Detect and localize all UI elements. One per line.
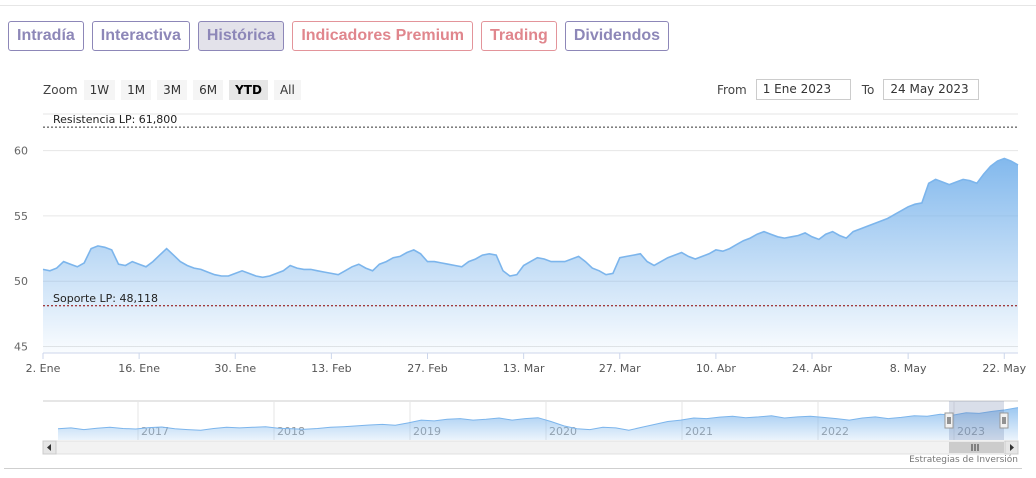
y-tick-label: 50 <box>14 275 28 288</box>
tab-historica[interactable]: Histórica <box>197 21 285 51</box>
x-tick-label: 16. Ene <box>118 362 160 375</box>
resistance-label: Resistencia LP: 61,800 <box>53 113 177 126</box>
navigator-left-handle[interactable] <box>944 412 954 429</box>
chart-tabs: Intradía Interactiva Histórica Indicador… <box>8 21 670 51</box>
price-area <box>43 158 1018 353</box>
x-tick-label: 30. Ene <box>214 362 256 375</box>
zoom-1m-button[interactable]: 1M <box>121 80 152 100</box>
arrow-left-icon <box>47 444 51 451</box>
navigator-area <box>58 407 1018 440</box>
navigator-year-label: 2017 <box>141 425 169 438</box>
navigator-line <box>57 407 1019 431</box>
navigator-right-handle[interactable] <box>999 412 1009 429</box>
chart-credits[interactable]: Estrategias de Inversión <box>909 455 1018 465</box>
x-tick-label: 24. Abr <box>792 362 832 375</box>
handle-body <box>999 412 1009 429</box>
y-tick-label: 55 <box>14 210 28 223</box>
zoom-3m-button[interactable]: 3M <box>157 80 188 100</box>
navigator-selection <box>949 401 1004 440</box>
x-tick-label: 22. May <box>982 362 1026 375</box>
navigator-year-label: 2023 <box>957 425 985 438</box>
x-tick-label: 13. Feb <box>311 362 351 375</box>
price-line <box>42 157 1019 279</box>
date-range: From 1 Ene 2023 To 24 May 2023 <box>717 79 980 100</box>
navigator-year-label: 2019 <box>413 425 441 438</box>
scrollbar-right-button[interactable] <box>1004 440 1019 455</box>
x-tick-label: 27. Feb <box>407 362 447 375</box>
y-tick-label: 60 <box>14 145 28 158</box>
navigator-year-label: 2018 <box>277 425 305 438</box>
zoom-ytd-button[interactable]: YTD <box>229 80 268 100</box>
from-label: From <box>717 82 747 97</box>
tab-trading[interactable]: Trading <box>481 21 557 51</box>
to-label: To <box>861 82 875 97</box>
arrow-right-icon <box>1010 444 1014 451</box>
scrollbar-left-button[interactable] <box>42 440 57 455</box>
support-label: Soporte LP: 48,118 <box>53 292 158 305</box>
x-tick-label: 2. Ene <box>26 362 61 375</box>
navigator-year-label: 2021 <box>685 425 713 438</box>
tab-intradia[interactable]: Intradía <box>8 21 84 51</box>
to-date-input[interactable]: 24 May 2023 <box>883 79 980 100</box>
zoom-label: Zoom <box>43 83 78 97</box>
scrollbar-thumb[interactable] <box>949 442 1004 453</box>
bottom-divider <box>4 468 1022 469</box>
zoom-selector: Zoom 1W 1M 3M 6M YTD All <box>43 80 307 100</box>
top-divider <box>0 5 1036 6</box>
from-date-input[interactable]: 1 Ene 2023 <box>755 79 851 100</box>
tab-interactiva[interactable]: Interactiva <box>91 21 190 51</box>
zoom-all-button[interactable]: All <box>273 80 301 100</box>
navigator-year-label: 2020 <box>549 425 577 438</box>
tab-dividendos[interactable]: Dividendos <box>564 21 670 51</box>
handle-body <box>944 412 954 429</box>
tab-indicadores-premium[interactable]: Indicadores Premium <box>292 21 474 51</box>
x-tick-label: 10. Abr <box>696 362 736 375</box>
navigator-year-label: 2022 <box>821 425 849 438</box>
zoom-1w-button[interactable]: 1W <box>83 80 116 100</box>
x-tick-label: 27. Mar <box>599 362 641 375</box>
zoom-6m-button[interactable]: 6M <box>193 80 224 100</box>
x-tick-label: 13. Mar <box>503 362 545 375</box>
scrollbar-track <box>42 440 1019 455</box>
y-tick-label: 45 <box>14 340 28 353</box>
x-tick-label: 8. May <box>890 362 927 375</box>
